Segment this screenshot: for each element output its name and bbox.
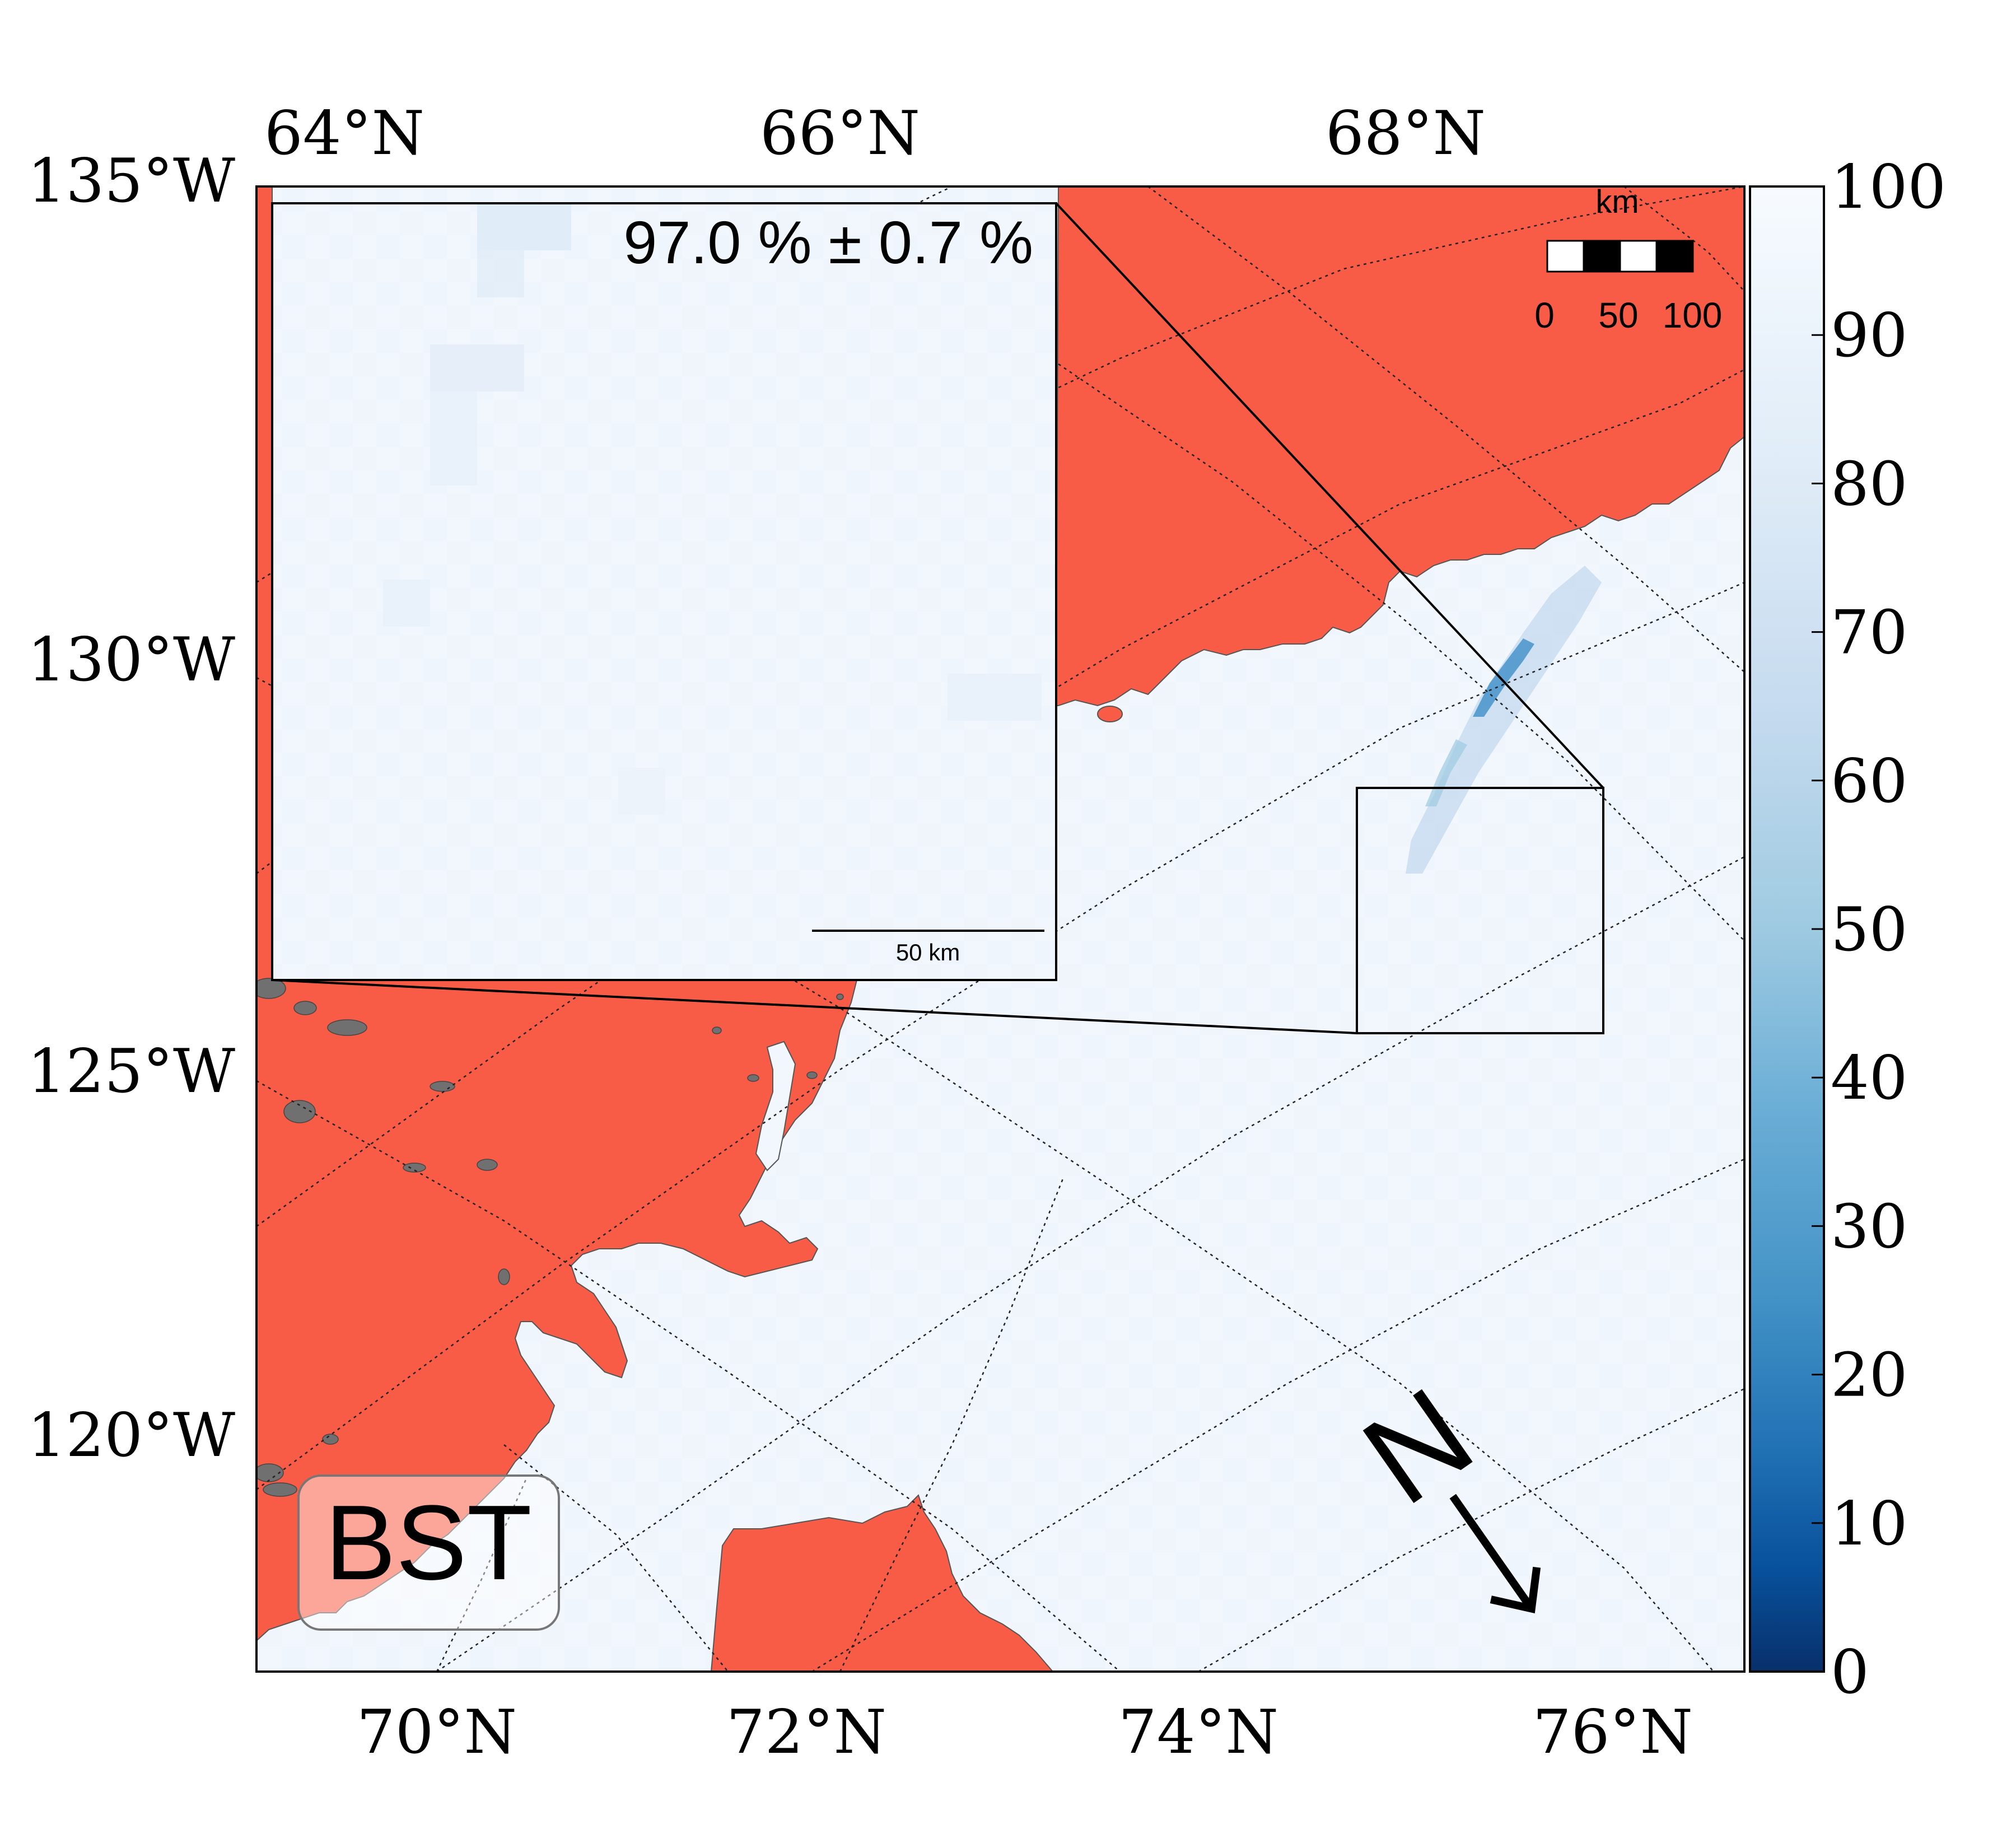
islet — [1097, 706, 1123, 722]
map-frame — [255, 185, 1746, 1673]
colorbar-tick-label: 100 — [1831, 152, 1946, 222]
land-north — [1055, 186, 1744, 707]
colorbar-tick-label: 80 — [1831, 449, 1907, 519]
bottom-tick-70N: 70°N — [357, 1697, 517, 1767]
bottom-tick-72N: 72°N — [726, 1697, 886, 1767]
scalebar-label-50: 50 — [1598, 295, 1638, 335]
colorbar-tick-label: 0 — [1831, 1637, 1869, 1707]
left-tick-125W: 125°W — [27, 1037, 235, 1107]
top-tick-66N: 66°N — [760, 99, 920, 169]
scale-bar: km 0 50 100 — [1534, 184, 1722, 335]
bottom-tick-76N: 76°N — [1533, 1697, 1693, 1767]
scalebar-label-100: 100 — [1663, 295, 1723, 335]
left-tick-130W: 130°W — [27, 625, 235, 695]
colorbar-tick-label: 20 — [1831, 1341, 1907, 1411]
bottom-tick-labels: 70°N 72°N 74°N 76°N — [357, 1697, 1693, 1767]
colorbar-tick-label: 30 — [1831, 1192, 1907, 1262]
colorbar-tick-label: 90 — [1831, 301, 1907, 371]
land-south — [710, 1494, 1054, 1672]
bottom-tick-74N: 74°N — [1118, 1697, 1278, 1767]
left-tick-120W: 120°W — [27, 1401, 235, 1471]
low-concentration-channel — [1406, 566, 1602, 874]
top-tick-labels: 64°N 66°N 68°N — [264, 99, 1486, 169]
colorbar-tick-label: 60 — [1831, 746, 1907, 816]
inset-accuracy: 97.0 % ± 0.7 % — [623, 208, 1033, 276]
zoom-connector — [1055, 202, 1604, 789]
graticule — [256, 186, 1744, 1672]
panel-label-box: BST — [297, 1474, 560, 1631]
inlet — [755, 1040, 796, 1172]
colorbar-tick-label: 40 — [1831, 1043, 1907, 1113]
lakes — [256, 978, 844, 1497]
scalebar-label-0: 0 — [1534, 295, 1555, 335]
left-tick-labels: 135°W 130°W 125°W 120°W — [27, 146, 235, 1471]
colorbar-tick-label: 10 — [1831, 1489, 1907, 1559]
zoom-connector — [272, 979, 1357, 1034]
inset-scalebar-label: 50 km — [896, 939, 960, 965]
inset: 97.0 % ± 0.7 % 50 km — [271, 202, 1057, 981]
inset-pixels — [272, 203, 1056, 980]
top-tick-68N: 68°N — [1326, 99, 1486, 169]
top-tick-64N: 64°N — [264, 99, 424, 169]
colorbar-tick-label: 70 — [1831, 598, 1907, 668]
scalebar-unit: km — [1595, 184, 1639, 220]
panel-label: BST — [325, 1483, 532, 1602]
colorbar-tick-label: 50 — [1831, 895, 1907, 965]
left-tick-135W: 135°W — [27, 146, 235, 216]
zoom-box — [1356, 787, 1604, 1034]
land-west — [256, 186, 858, 1642]
